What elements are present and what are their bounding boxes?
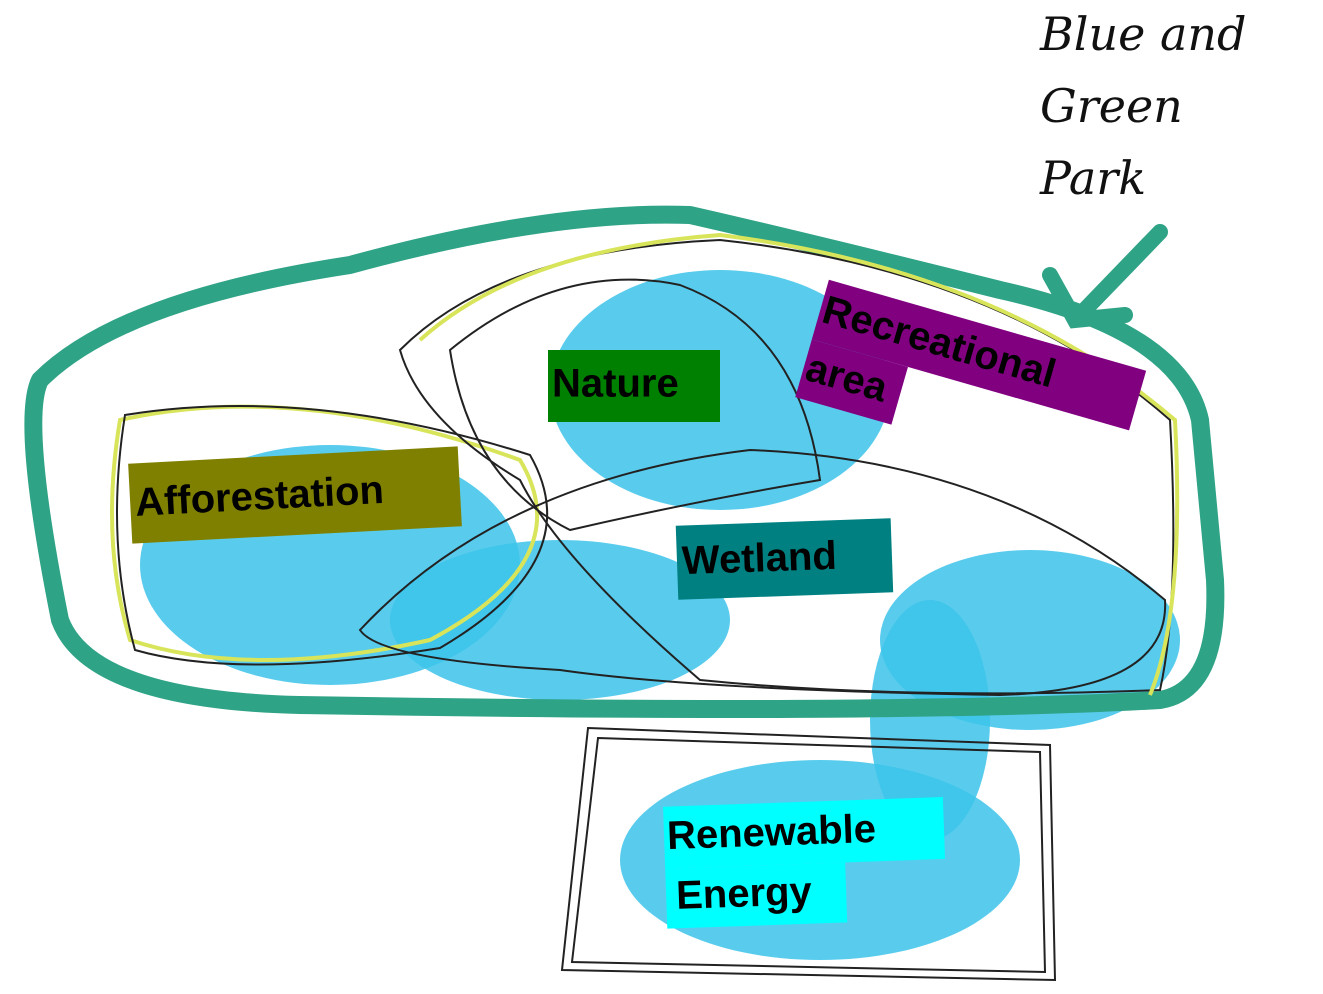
label-text: Energy [675, 869, 813, 918]
outline [398, 238, 1175, 695]
title: Blue and Green Park [1039, 7, 1246, 205]
outline [448, 278, 822, 532]
wetland-label: Wetland [675, 518, 894, 600]
title-line: Green [1040, 79, 1183, 133]
park-outline [24, 205, 1225, 718]
outline [560, 726, 1057, 982]
label-box [128, 446, 462, 544]
label-text: Wetland [681, 534, 837, 583]
zone-outlines [110, 232, 1180, 982]
label-box [665, 862, 848, 929]
outline [110, 404, 540, 662]
label-box [795, 339, 908, 425]
outline [358, 448, 1167, 697]
outline [570, 736, 1047, 974]
renewable-label: Renewable Energy [663, 796, 946, 929]
label-text: Nature [552, 362, 679, 406]
label-box [663, 796, 946, 869]
label-box [811, 279, 1147, 431]
blob [870, 600, 990, 840]
label-text: Renewable [666, 807, 876, 858]
blob [390, 540, 730, 700]
label-box [548, 350, 720, 422]
nature-label: Nature [548, 350, 720, 422]
arrow [1042, 224, 1168, 329]
afforestation-label: Afforestation [128, 446, 462, 544]
title-line: Park [1039, 151, 1146, 205]
label-box [675, 518, 894, 600]
title-line: Blue and [1039, 7, 1246, 61]
outline [116, 405, 549, 666]
outline [418, 232, 1180, 696]
